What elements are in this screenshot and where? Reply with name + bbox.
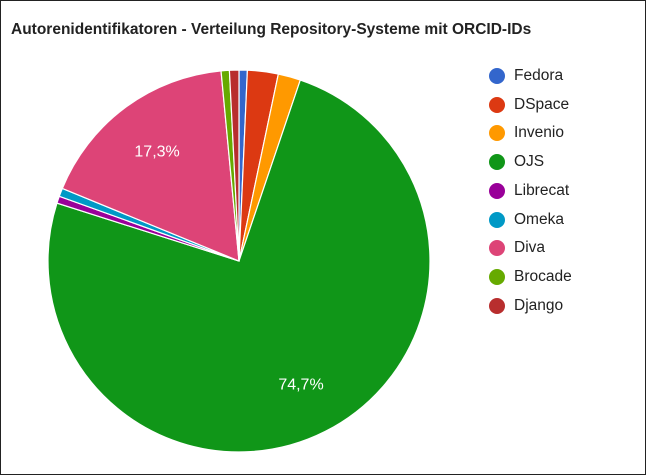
legend-swatch-icon xyxy=(489,211,505,228)
legend-label: Diva xyxy=(514,239,546,257)
slice-data-label-ojs: 74,7% xyxy=(278,377,323,394)
legend-label: Django xyxy=(514,296,564,314)
legend-label: Omeka xyxy=(514,210,564,228)
legend-swatch-icon xyxy=(489,297,505,314)
legend-label: Librecat xyxy=(514,181,570,199)
pie-slice-django[interactable] xyxy=(228,69,240,262)
legend-label: DSpace xyxy=(514,95,570,113)
legend-swatch-icon xyxy=(489,240,505,257)
legend-label: OJS xyxy=(514,153,545,171)
legend-swatch-icon xyxy=(489,154,505,171)
legend-swatch-icon xyxy=(489,125,505,142)
legend-swatch-icon xyxy=(489,182,505,199)
chart-title: Autorenidentifikatoren - Verteilung Repo… xyxy=(11,21,532,38)
pie-slice-diva[interactable] xyxy=(61,70,240,262)
legend-swatch-icon xyxy=(489,96,505,113)
legend-label: Brocade xyxy=(514,267,572,285)
legend-swatch-icon xyxy=(489,268,505,285)
legend-label: Fedora xyxy=(514,67,564,84)
legend-label: Invenio xyxy=(514,124,564,142)
legend-swatch-icon xyxy=(489,68,505,84)
pie-slice-ojs[interactable] xyxy=(47,79,431,453)
slice-data-label-diva: 17,3% xyxy=(134,144,179,161)
